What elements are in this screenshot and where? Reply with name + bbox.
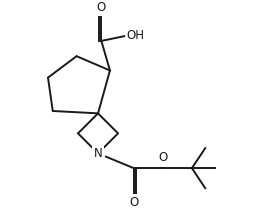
- Text: O: O: [97, 1, 106, 14]
- Text: N: N: [94, 147, 102, 160]
- Text: O: O: [129, 196, 138, 209]
- Text: O: O: [159, 151, 168, 164]
- Text: OH: OH: [126, 29, 144, 42]
